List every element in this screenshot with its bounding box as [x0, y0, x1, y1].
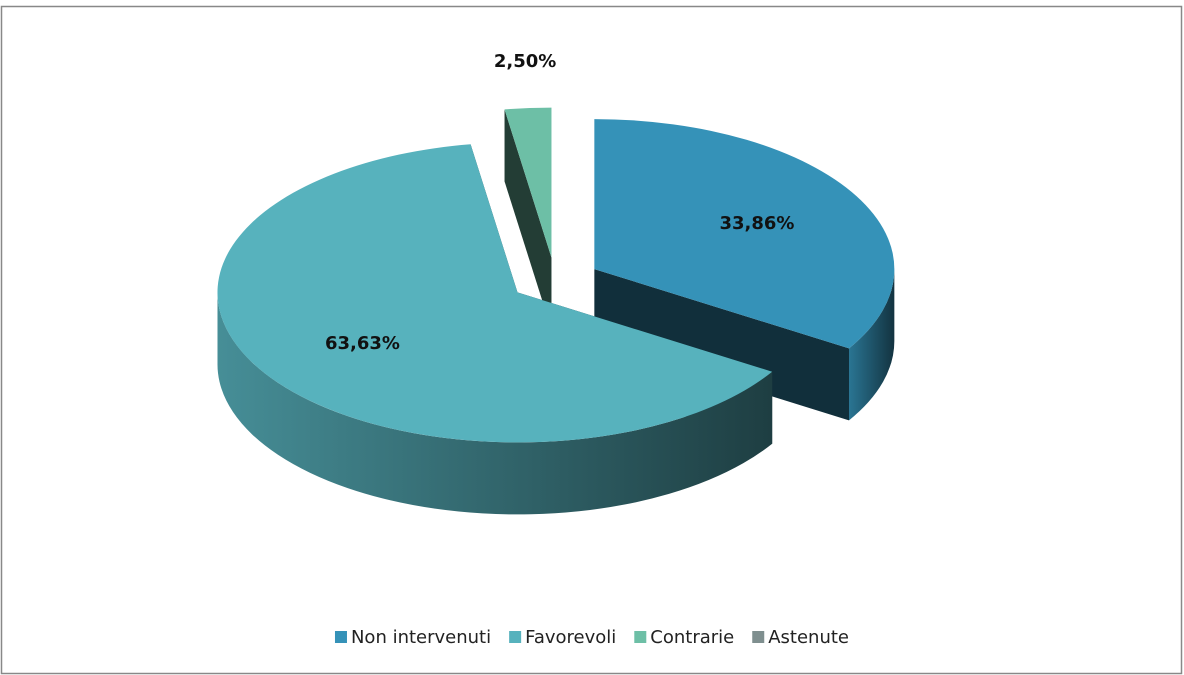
pie: 33,86% 63,63% 2,50% — [217, 51, 895, 515]
data-label: 2,50% — [494, 51, 556, 72]
slice-cut-wall — [504, 109, 552, 330]
legend-swatch — [334, 631, 347, 643]
legend-swatch — [634, 631, 647, 643]
legend-label: Favorevoli — [525, 627, 616, 648]
data-label: 63,63% — [325, 333, 400, 354]
legend-swatch — [509, 631, 522, 643]
slice-side — [217, 292, 773, 515]
legend-label: Astenute — [768, 627, 849, 648]
legend-label: Non intervenuti — [351, 627, 491, 648]
legend-label: Contrarie — [650, 627, 734, 648]
slice-cut-wall — [594, 269, 850, 421]
slice — [217, 144, 773, 443]
data-label: 33,86% — [719, 213, 794, 234]
legend-swatch — [752, 631, 765, 643]
slice — [594, 119, 895, 349]
legend: Non intervenuti Favorevoli Contrarie Astenu… — [334, 627, 849, 648]
slice-side — [849, 269, 895, 421]
slice — [504, 107, 552, 258]
